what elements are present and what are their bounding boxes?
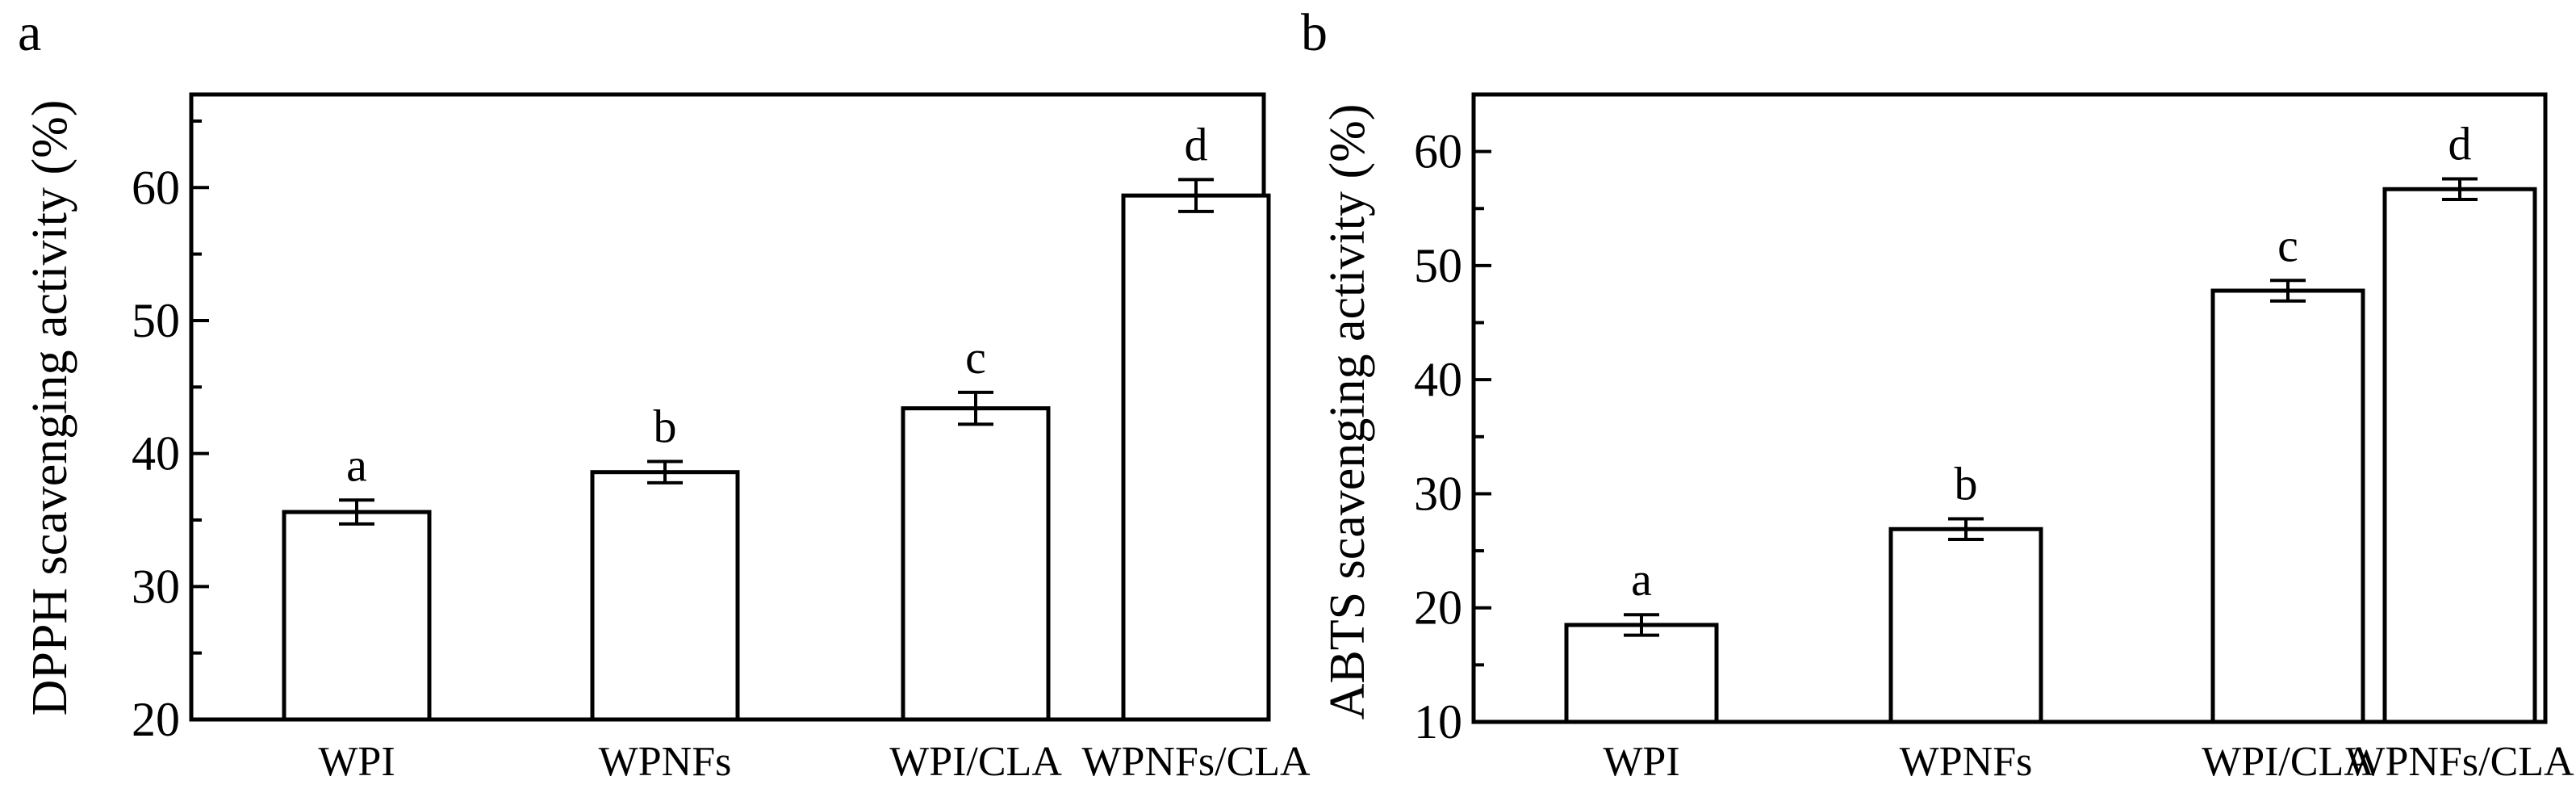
significance-letter: d: [2448, 118, 2472, 170]
y-tick-label: 10: [1414, 695, 1462, 749]
x-tick-label: WPNFs: [599, 739, 732, 785]
significance-letter: c: [2277, 219, 2298, 271]
significance-letter: b: [1955, 458, 1978, 510]
x-tick-label: WPI: [1603, 739, 1679, 785]
significance-letter: d: [1185, 118, 1208, 170]
panel-b-y-axis-label: ABTS scavenging activity (%): [1320, 104, 1375, 720]
y-tick-label: 50: [132, 294, 180, 347]
x-tick-label: WPI/CLA: [2202, 739, 2374, 785]
y-tick-label: 20: [132, 693, 180, 746]
x-tick-label: WPI: [318, 739, 395, 785]
y-tick-label: 40: [1414, 353, 1462, 406]
panel-a-x-tick-labels: WPI WPNFs WPI/CLA WPNFs/CLA: [318, 739, 1311, 785]
y-tick-label: 60: [132, 161, 180, 214]
significance-letter: a: [1631, 553, 1652, 606]
panel-b: b ABTS scavenging activity (%) 10 20 30 40 5…: [1301, 3, 2574, 785]
bar-wpnfs: [590, 470, 740, 722]
significance-letter: a: [346, 438, 367, 491]
y-tick-label: 50: [1414, 239, 1462, 292]
panel-b-bars: a b c d: [1564, 118, 2537, 724]
x-tick-label: WPNFs: [1900, 739, 2033, 785]
significance-letter: c: [965, 331, 986, 384]
bar-wpnfs-cla: [1121, 193, 1271, 722]
panel-a-y-axis-label: DPPH scavenging activity (%): [23, 100, 77, 716]
significance-letter: b: [654, 401, 677, 453]
y-tick-label: 30: [132, 560, 180, 613]
panel-b-y-ticks: 10 20 30 40 50 60: [1414, 93, 1491, 749]
bar-wpnfs-cla: [2382, 187, 2537, 724]
bar-wpnfs: [1888, 526, 2043, 724]
bar-wpi: [282, 510, 432, 722]
x-tick-label: WPNFs/CLA: [1081, 739, 1311, 785]
panel-b-label: b: [1301, 3, 1328, 62]
bar-wpi-cla: [2210, 288, 2365, 724]
bar-wpi-cla: [901, 406, 1051, 722]
y-tick-label: 30: [1414, 467, 1462, 520]
x-tick-label: WPNFs/CLA: [2345, 739, 2574, 785]
x-tick-label: WPI/CLA: [889, 739, 1062, 785]
bar-wpi: [1564, 623, 1719, 724]
y-tick-label: 20: [1414, 581, 1462, 635]
panel-a-label: a: [18, 3, 41, 62]
panel-a-bars: a b c d: [282, 118, 1271, 722]
y-tick-label: 40: [132, 427, 180, 480]
panel-a: a DPPH scavenging activity (%) 20 30 40 50 6…: [18, 3, 1311, 785]
panel-a-y-ticks: 20 30 40 50 60: [132, 119, 209, 746]
y-tick-label: 60: [1414, 125, 1462, 178]
